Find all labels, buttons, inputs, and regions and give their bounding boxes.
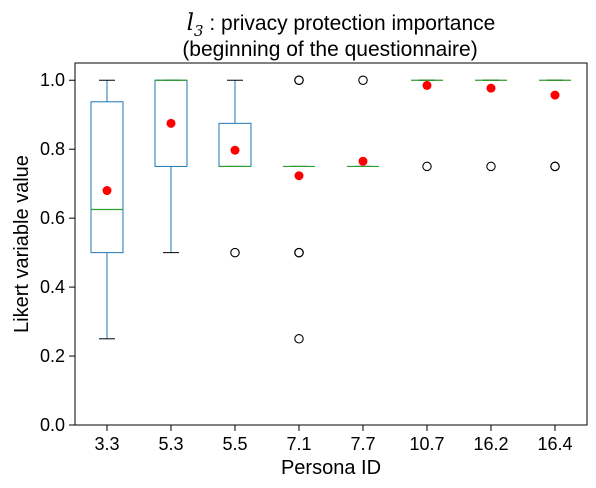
y-tick-label: 1.0: [40, 70, 65, 90]
chart-title-text: : privacy protection importance: [204, 12, 496, 35]
box-group-16.2: [475, 79, 507, 172]
y-tick-label: 0.8: [40, 139, 65, 159]
x-tick-label: 16.4: [537, 434, 572, 454]
mean-point: [166, 118, 176, 128]
x-tick-label: 5.5: [222, 434, 247, 454]
x-axis: 3.3 5.3 5.5 7.1 7.7 10.7 16.2 16.4: [94, 425, 573, 454]
box: [218, 122, 252, 167]
mean-point: [422, 80, 432, 90]
y-axis-label: Likert variable value: [11, 155, 33, 333]
box-group-3.3: [90, 79, 124, 340]
outlier-point: [294, 247, 304, 258]
box: [90, 101, 124, 254]
y-tick-label: 0.0: [40, 415, 65, 435]
outlier-point: [550, 161, 560, 172]
mean-point: [358, 156, 368, 166]
axes-frame: [74, 62, 588, 426]
box-group-7.1: [283, 75, 315, 344]
y-tick-label: 0.6: [40, 208, 65, 228]
x-tick-label: 10.7: [409, 434, 444, 454]
outlier-point: [358, 75, 368, 85]
mean-point: [230, 145, 240, 155]
box-group-16.4: [539, 79, 571, 172]
y-axis: 0.0 0.2 0.4 0.6 0.8 1.0: [40, 70, 75, 435]
mean-point: [294, 171, 304, 181]
x-tick-label: 7.7: [350, 434, 375, 454]
box-group-5.3: [154, 79, 188, 254]
x-tick-label: 7.1: [286, 434, 311, 454]
mean-point: [102, 186, 112, 196]
chart-title-subscript: 3: [194, 22, 204, 40]
x-tick-label: 3.3: [94, 434, 119, 454]
outlier-point: [294, 334, 304, 344]
outlier-point: [230, 247, 240, 258]
chart-subtitle: (beginning of the questionnaire): [182, 38, 477, 61]
box-group-10.7: [411, 79, 443, 172]
mean-point: [486, 83, 496, 93]
outlier-point: [422, 161, 432, 172]
y-tick-label: 0.4: [40, 277, 65, 297]
x-tick-label: 16.2: [473, 434, 508, 454]
x-tick-label: 5.3: [158, 434, 183, 454]
box-group-5.5: [218, 79, 252, 258]
mean-point: [550, 90, 560, 100]
y-tick-label: 0.2: [40, 346, 65, 366]
chart-title-variable: l: [187, 10, 194, 36]
outlier-point: [294, 75, 304, 85]
box-group-7.7: [347, 75, 379, 168]
plot-area: [90, 75, 571, 344]
x-axis-label: Persona ID: [281, 457, 381, 479]
outlier-point: [486, 161, 496, 172]
chart-title: l3 : privacy protection importance: [187, 10, 496, 40]
